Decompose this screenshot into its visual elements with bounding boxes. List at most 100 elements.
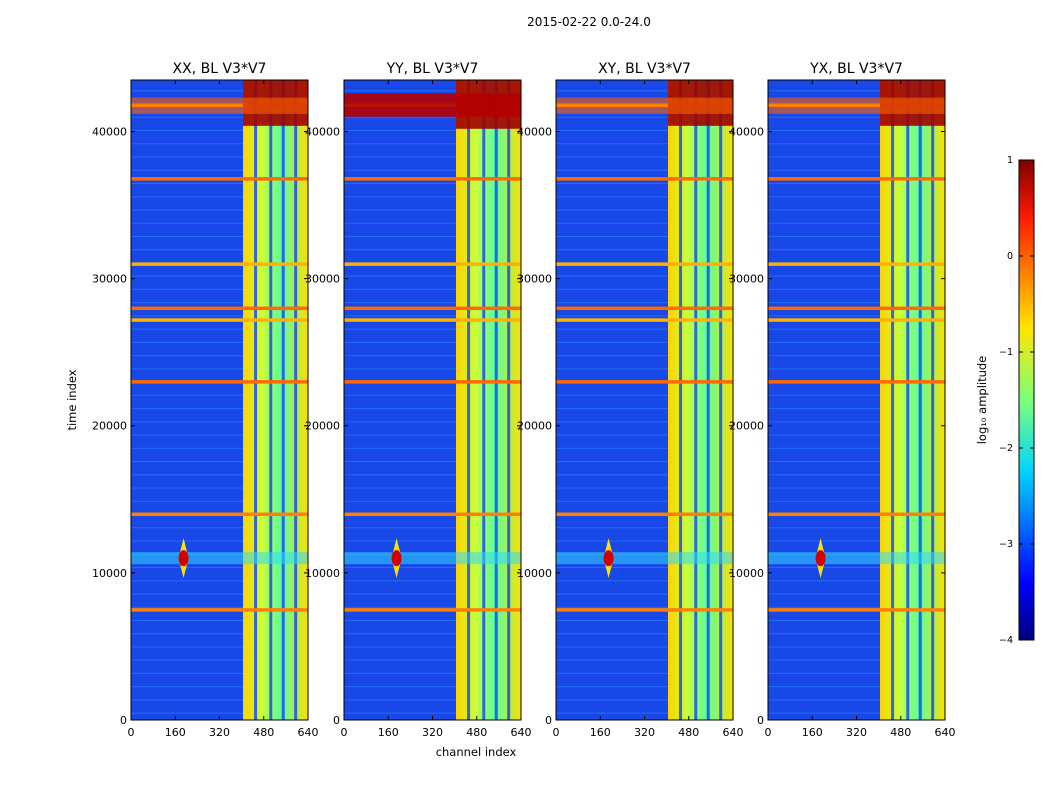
noise-row bbox=[131, 341, 308, 343]
noise-row bbox=[131, 368, 308, 370]
noise-row bbox=[768, 235, 945, 237]
noise-row bbox=[556, 130, 733, 132]
noise-row bbox=[768, 156, 945, 158]
noise-row bbox=[556, 421, 733, 423]
interference-band bbox=[768, 380, 945, 384]
noise-row bbox=[131, 566, 308, 568]
interference-band bbox=[344, 608, 521, 612]
interference-band bbox=[344, 318, 521, 322]
noise-row bbox=[768, 712, 945, 714]
noise-row bbox=[556, 235, 733, 237]
interference-band bbox=[131, 608, 308, 612]
noise-row bbox=[131, 686, 308, 688]
noise-row bbox=[768, 527, 945, 529]
noise-row bbox=[131, 394, 308, 396]
x-tick-label: 640 bbox=[723, 726, 744, 739]
noise-row bbox=[131, 593, 308, 595]
noise-row bbox=[556, 434, 733, 436]
channel-gap bbox=[269, 80, 273, 720]
noise-row bbox=[556, 169, 733, 171]
y-tick-label: 20000 bbox=[729, 420, 764, 433]
noise-row bbox=[344, 249, 521, 251]
noise-row bbox=[131, 619, 308, 621]
noise-row bbox=[768, 619, 945, 621]
noise-row bbox=[131, 606, 308, 608]
noise-row bbox=[344, 672, 521, 674]
noise-row bbox=[131, 328, 308, 330]
noise-row bbox=[131, 672, 308, 674]
y-tick-label: 0 bbox=[545, 714, 552, 727]
noise-row bbox=[556, 156, 733, 158]
noise-row bbox=[131, 408, 308, 410]
noise-row bbox=[344, 434, 521, 436]
noise-row bbox=[556, 659, 733, 661]
noise-row bbox=[556, 593, 733, 595]
noise-row bbox=[131, 474, 308, 476]
channel-gap bbox=[931, 80, 935, 720]
noise-row bbox=[556, 249, 733, 251]
noise-row bbox=[131, 500, 308, 502]
x-tick-label: 640 bbox=[935, 726, 956, 739]
y-tick-label: 40000 bbox=[729, 125, 764, 138]
interference-band bbox=[344, 380, 521, 384]
colorbar-gradient bbox=[1018, 159, 1035, 641]
noise-row bbox=[768, 116, 945, 118]
noise-row bbox=[768, 593, 945, 595]
noise-row bbox=[768, 461, 945, 463]
x-tick-label: 0 bbox=[553, 726, 560, 739]
interference-band bbox=[768, 512, 945, 517]
noise-row bbox=[768, 540, 945, 542]
noise-row bbox=[556, 222, 733, 224]
noise-row bbox=[556, 288, 733, 290]
x-tick-label: 160 bbox=[165, 726, 186, 739]
interference-band bbox=[131, 262, 308, 266]
noise-row bbox=[131, 222, 308, 224]
y-tick-label: 30000 bbox=[517, 273, 552, 286]
noise-row bbox=[131, 90, 308, 92]
noise-row bbox=[768, 209, 945, 211]
channel-gap bbox=[891, 80, 895, 720]
noise-row bbox=[556, 182, 733, 184]
noise-row bbox=[768, 633, 945, 635]
channel-gap bbox=[467, 80, 471, 720]
y-tick-label: 30000 bbox=[92, 273, 127, 286]
x-tick-label: 0 bbox=[128, 726, 135, 739]
noise-row bbox=[768, 566, 945, 568]
noise-row bbox=[768, 90, 945, 92]
interference-band bbox=[556, 306, 733, 311]
noise-row bbox=[556, 540, 733, 542]
noise-row bbox=[131, 209, 308, 211]
noise-row bbox=[768, 315, 945, 317]
noise-row bbox=[344, 566, 521, 568]
y-axis-label: time index bbox=[65, 369, 79, 430]
interference-band bbox=[344, 262, 521, 266]
channel-gap bbox=[918, 80, 922, 720]
noise-row bbox=[768, 580, 945, 582]
saturated-band bbox=[768, 97, 945, 114]
panel-1: XX, BL V3*V7 0 160 320 480 640 0 10000 20000 3000… bbox=[92, 61, 319, 739]
noise-row bbox=[768, 500, 945, 502]
noise-row bbox=[768, 275, 945, 277]
interference-band bbox=[344, 512, 521, 517]
noise-row bbox=[344, 606, 521, 608]
colorbar-tick-label: −1 bbox=[999, 347, 1013, 358]
noise-row bbox=[768, 659, 945, 661]
noise-row bbox=[344, 421, 521, 423]
panel-3: XY, BL V3*V7 0 160 320 480 640 0 10000 20000 3000… bbox=[517, 61, 744, 739]
y-tick-label: 0 bbox=[757, 714, 764, 727]
noise-row bbox=[344, 540, 521, 542]
x-tick-label: 640 bbox=[298, 726, 319, 739]
hotspot bbox=[178, 550, 189, 567]
noise-row bbox=[344, 712, 521, 714]
x-tick-label: 160 bbox=[378, 726, 399, 739]
noise-row bbox=[131, 275, 308, 277]
interference-band bbox=[131, 177, 308, 181]
noise-row bbox=[344, 169, 521, 171]
noise-row bbox=[344, 288, 521, 290]
y-tick-label: 10000 bbox=[92, 567, 127, 580]
noise-row bbox=[344, 699, 521, 701]
noise-row bbox=[131, 156, 308, 158]
noise-row bbox=[131, 249, 308, 251]
bright-channel-block bbox=[880, 80, 945, 720]
